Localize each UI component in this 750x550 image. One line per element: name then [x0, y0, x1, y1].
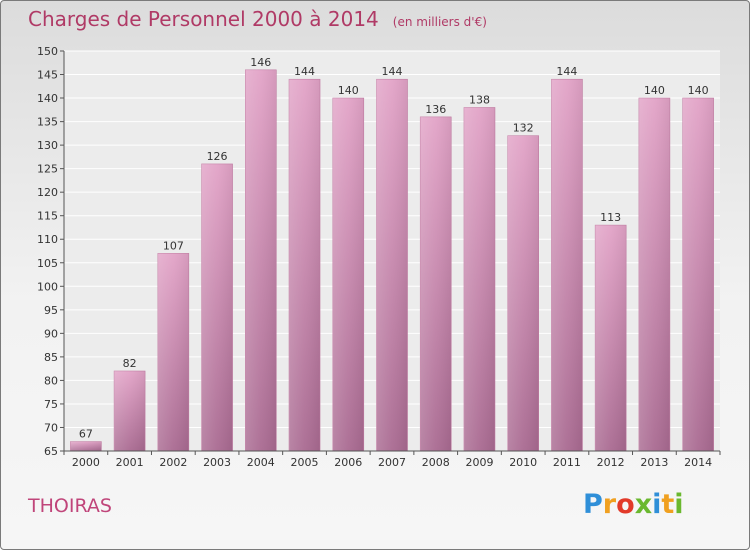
chart-title: Charges de Personnel 2000 à 2014 (en mill… [28, 7, 487, 31]
bar-shine [420, 116, 452, 451]
y-tick-label: 150 [37, 45, 58, 58]
x-tick-label: 2009 [465, 456, 493, 469]
bar-shine [376, 79, 408, 451]
logo-letter: P [583, 489, 603, 520]
bar-shine [157, 253, 189, 451]
x-tick-label: 2005 [291, 456, 319, 469]
bar-shine [463, 107, 495, 452]
y-tick-label: 105 [37, 257, 58, 270]
bar-shine [332, 98, 364, 451]
data-label: 67 [79, 428, 93, 441]
data-label: 126 [207, 150, 228, 163]
logo-letter: i [652, 489, 662, 520]
y-tick-label: 95 [44, 304, 58, 317]
data-label: 132 [513, 122, 534, 135]
axis-layer: 65 70 75 80 85 90 95 100 105 110 115 120 125 130 135 14… [37, 45, 721, 469]
y-tick-label: 70 [44, 421, 58, 434]
bar-shine [245, 69, 277, 451]
y-tick-label: 85 [44, 351, 58, 364]
x-tick-label: 2002 [159, 456, 187, 469]
data-label: 144 [382, 65, 403, 78]
bar-shine [201, 163, 233, 452]
x-tick-label: 2008 [422, 456, 450, 469]
bar-shine [507, 135, 539, 452]
bar-shine [595, 225, 627, 451]
data-label: 82 [123, 357, 137, 370]
x-tick-label: 2003 [203, 456, 231, 469]
logo-letter: r [602, 489, 617, 520]
y-tick-label: 125 [37, 163, 58, 176]
data-label: 107 [163, 239, 184, 252]
bars-layer [70, 69, 714, 452]
x-tick-label: 2010 [509, 456, 537, 469]
data-label: 140 [688, 84, 709, 97]
x-tick-label: 2012 [597, 456, 625, 469]
y-tick-label: 115 [37, 210, 58, 223]
x-tick-label: 2001 [116, 456, 144, 469]
y-tick-label: 100 [37, 280, 58, 293]
commune-name: THOIRAS [28, 495, 112, 517]
y-tick-label: 145 [37, 69, 58, 82]
logo-letter: x [634, 489, 653, 520]
bar-shine [551, 79, 583, 451]
logo-letter: o [616, 489, 635, 520]
y-tick-label: 110 [37, 233, 58, 246]
title-text: Charges de Personnel 2000 à 2014 [28, 7, 379, 31]
y-tick-label: 75 [44, 398, 58, 411]
x-tick-label: 2004 [247, 456, 275, 469]
bar-shine [638, 98, 670, 451]
y-tick-label: 140 [37, 92, 58, 105]
labels-layer: 67 82 107 126 146 144 140 144 136 138 132 144 113 140… [79, 56, 709, 441]
y-tick-label: 90 [44, 327, 58, 340]
data-label: 144 [556, 65, 577, 78]
data-label: 138 [469, 93, 490, 106]
bar-shine [70, 441, 102, 451]
chart-subtitle: (en milliers d'€) [392, 15, 487, 29]
y-tick-label: 135 [37, 116, 58, 129]
data-label: 146 [250, 56, 271, 69]
data-label: 136 [425, 103, 446, 116]
logo-letter: t [661, 489, 675, 520]
bar-shine [114, 371, 146, 451]
logo-letter: i [674, 489, 684, 520]
x-tick-label: 2011 [553, 456, 581, 469]
proxiti-logo: Proxiti [583, 489, 684, 520]
x-tick-label: 2007 [378, 456, 406, 469]
x-tick-label: 2006 [334, 456, 362, 469]
y-tick-label: 120 [37, 186, 58, 199]
y-tick-label: 65 [44, 445, 58, 458]
data-label: 113 [600, 211, 621, 224]
x-tick-label: 2013 [640, 456, 668, 469]
bar-shine [682, 98, 714, 451]
bar-shine [289, 79, 321, 451]
x-tick-label: 2014 [684, 456, 712, 469]
x-tick-label: 2000 [72, 456, 100, 469]
y-tick-label: 130 [37, 139, 58, 152]
data-label: 140 [644, 84, 665, 97]
data-label: 144 [294, 65, 315, 78]
data-label: 140 [338, 84, 359, 97]
y-tick-label: 80 [44, 374, 58, 387]
